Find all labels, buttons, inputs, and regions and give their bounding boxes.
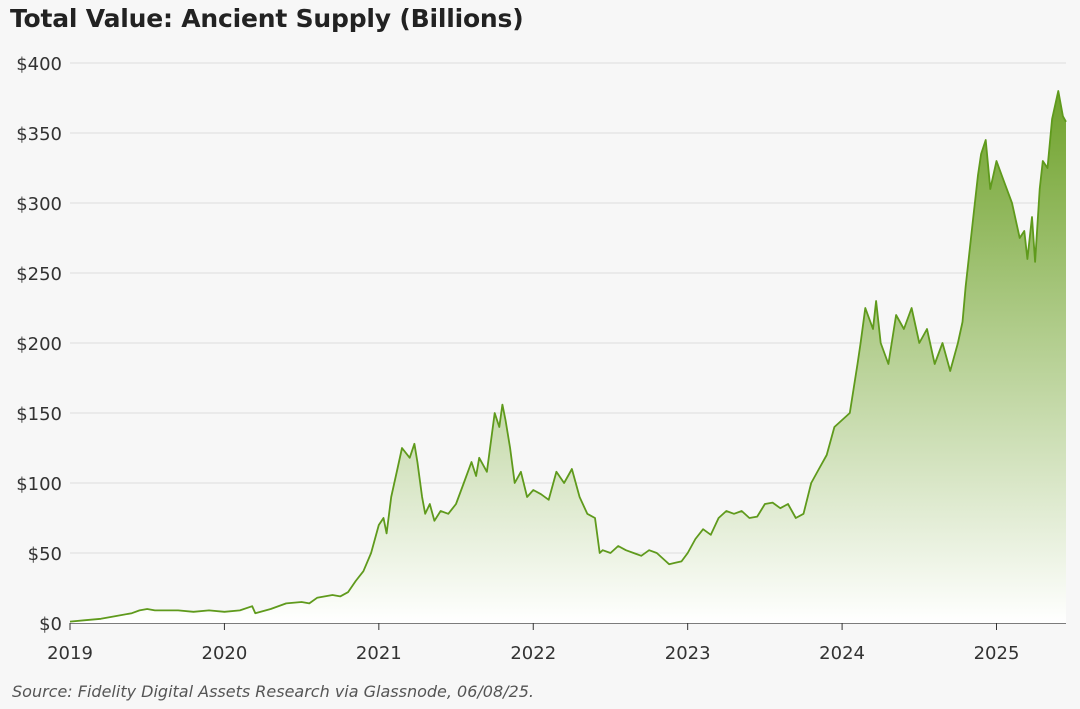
source-note: Source: Fidelity Digital Assets Research… <box>12 682 534 701</box>
y-tick-label: $200 <box>16 334 62 355</box>
y-tick-label: $100 <box>16 474 62 495</box>
area-chart: $0$50$100$150$200$250$300$350$400 2019 20… <box>16 54 1067 664</box>
y-axis: $0 $50 $100 $150 $200 $250 $300 $350 $400 <box>16 54 62 635</box>
y-tick-label: $150 <box>16 404 62 425</box>
x-tick-label: 2020 <box>202 643 248 664</box>
x-tick-label: 2021 <box>356 643 402 664</box>
y-tick-label: $50 <box>28 544 62 565</box>
x-tick-label: 2025 <box>974 643 1020 664</box>
chart-title: Total Value: Ancient Supply (Billions) <box>10 4 524 33</box>
x-tick-label: 2022 <box>510 643 556 664</box>
y-tick-label: $400 <box>16 54 62 75</box>
area-fill <box>70 91 1066 623</box>
y-tick-label: $250 <box>16 264 62 285</box>
x-tick-label: 2023 <box>665 643 711 664</box>
x-tick-label: 2019 <box>47 643 93 664</box>
y-tick-label: $350 <box>16 124 62 145</box>
x-axis: 2019 2020 2021 2022 2023 2024 2025 <box>47 623 1019 664</box>
x-tick-label: 2024 <box>819 643 865 664</box>
series-line <box>69 90 1067 623</box>
y-tick-label: $0 <box>39 614 62 635</box>
y-tick-label: $300 <box>16 194 62 215</box>
